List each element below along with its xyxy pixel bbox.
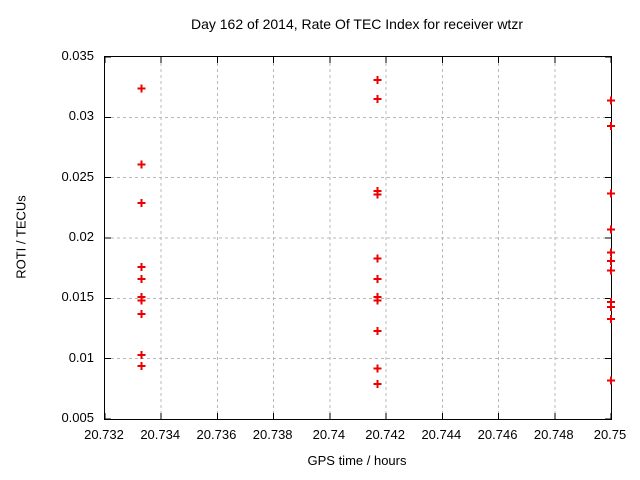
x-tick-label: 20.732 xyxy=(84,427,124,442)
plot-svg xyxy=(104,56,615,420)
y-tick-label: 0.035 xyxy=(61,48,94,63)
y-tick-label: 0.015 xyxy=(61,289,94,305)
x-tick-label: 20.75 xyxy=(593,427,627,442)
y-tick-label: 0.03 xyxy=(68,108,94,124)
x-tick-label: 20.744 xyxy=(421,427,462,442)
x-tick-label: 20.736 xyxy=(196,427,237,442)
x-tick-label: 20.746 xyxy=(477,427,518,442)
x-tick-label: 20.734 xyxy=(140,427,181,442)
x-tick-label: 20.74 xyxy=(312,427,346,442)
x-axis-label: GPS time / hours xyxy=(307,453,407,468)
y-tick-label: 0.01 xyxy=(68,349,94,365)
x-tick-label: 20.742 xyxy=(365,427,405,442)
y-axis-label: ROTI / TECUs xyxy=(13,195,29,279)
y-tick-label: 0.025 xyxy=(61,168,94,184)
x-tick-label: 20.748 xyxy=(533,427,574,442)
plot-area xyxy=(104,56,615,420)
x-tick-label: 20.738 xyxy=(252,427,293,442)
chart-title: Day 162 of 2014, Rate Of TEC Index for r… xyxy=(190,16,523,32)
y-tick-label: 0.005 xyxy=(61,410,94,425)
